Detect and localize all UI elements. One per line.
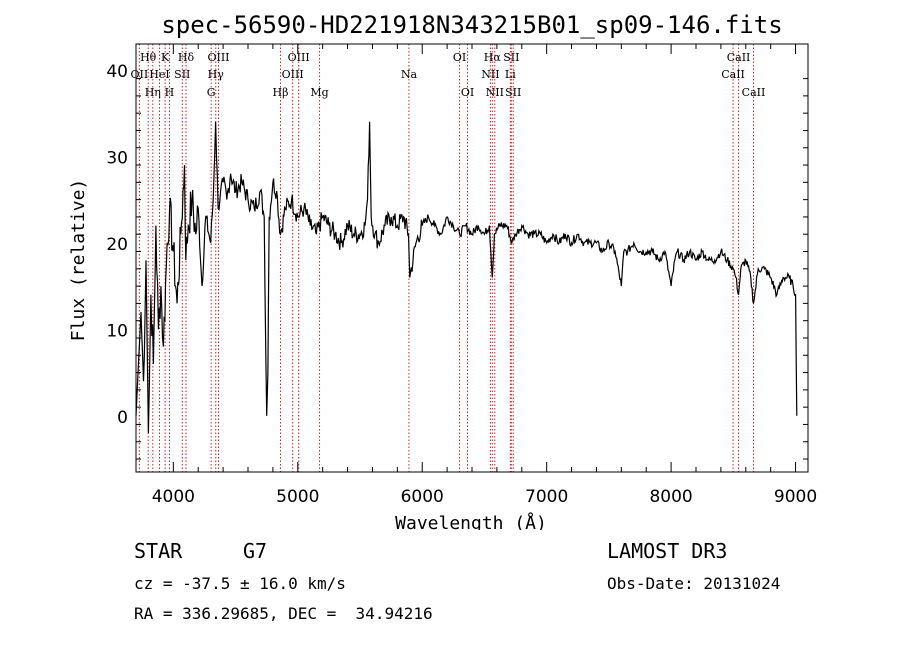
spectral-line-label: Hη (145, 86, 161, 99)
y-tick-label: 10 (106, 321, 128, 341)
plot-frame (135, 43, 809, 473)
x-tick-label: 4000 (152, 487, 195, 507)
observation-date: Obs-Date: 20131024 (607, 574, 781, 593)
y-tick-label: 30 (106, 148, 128, 168)
redshift-velocity: cz = -37.5 ± 16.0 km/s (134, 574, 346, 593)
x-tick-label: 7000 (525, 487, 568, 507)
object-subclass: G7 (243, 539, 268, 563)
y-tick-label: 0 (117, 408, 128, 428)
spectral-line-label: CaII (727, 51, 751, 64)
spectral-line-label: HeI (149, 68, 169, 81)
spectral-line-label: Hα (484, 51, 502, 64)
spectral-line-label: NII (481, 68, 499, 81)
spectral-line-labels: Hθ OII Hη HeI K H SII Hδ OIII Hγ G Hβ OIII OIII Mg Na OI… (131, 51, 766, 99)
x-axis-label: Wavelength (Å) (395, 512, 547, 530)
spectral-line-label: CaII (721, 68, 745, 81)
spectral-line-label: OI (461, 86, 474, 99)
spectral-line-label: OIII (207, 51, 229, 64)
spectral-line-label: Na (401, 68, 418, 81)
spectral-line-label: CaII (742, 86, 766, 99)
survey-name: LAMOST DR3 (607, 539, 728, 563)
spectral-line-label: Hβ (273, 86, 289, 99)
spectral-line-label: G (207, 86, 216, 99)
spectral-line-label: OI (453, 51, 466, 64)
spectral-line-label: NII (486, 86, 504, 99)
x-tick-label: 5000 (276, 487, 319, 507)
x-tick-label: 6000 (401, 487, 444, 507)
y-tick-label: 40 (106, 62, 128, 82)
x-axis-ticks: 4000 5000 6000 7000 8000 9000 (152, 44, 817, 507)
spectral-line-label: H (165, 86, 175, 99)
y-axis-ticks: 0 10 20 30 40 (106, 62, 808, 460)
spectral-line-label: OIII (282, 68, 304, 81)
x-tick-label: 9000 (774, 487, 817, 507)
spectral-line-label: SII (503, 51, 519, 64)
spectral-line-label: Hθ (140, 51, 157, 64)
x-tick-label: 8000 (649, 487, 692, 507)
spectral-line-label: Li (505, 68, 516, 81)
y-axis-label: Flux (relative) (68, 179, 89, 342)
spectral-line-label: Hγ (208, 68, 225, 81)
object-class: STAR (134, 539, 183, 563)
y-tick-label: 20 (106, 235, 128, 255)
spectral-line-label: OIII (288, 51, 310, 64)
spectral-line-label: Mg (310, 86, 328, 99)
spectral-line-label: OII (131, 68, 149, 81)
spectral-line-label: K (161, 51, 170, 64)
spectral-line-label: SII (174, 68, 190, 81)
spectral-line-label: SII (505, 86, 521, 99)
chart-title: spec-56590-HD221918N343215B01_sp09-146.f… (161, 11, 782, 39)
spectrum-line (135, 121, 798, 434)
spectrum-chart: spec-56590-HD221918N343215B01_sp09-146.f… (68, 11, 817, 530)
spectral-line-label: Hδ (178, 51, 195, 64)
sky-coordinates: RA = 336.29685, DEC = 34.94216 (134, 604, 433, 623)
